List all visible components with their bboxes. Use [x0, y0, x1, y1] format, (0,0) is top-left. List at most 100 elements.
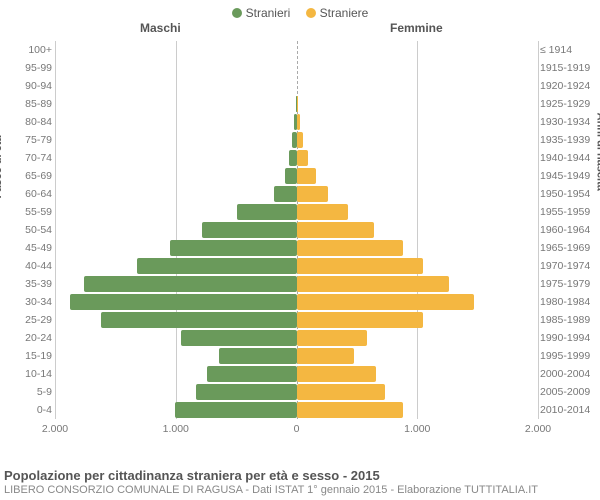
birth-year-label: 1990-1994 [540, 329, 600, 347]
age-label: 90-94 [2, 77, 52, 95]
pyramid-row: 20-241990-1994 [55, 329, 538, 347]
birth-year-label: 2000-2004 [540, 365, 600, 383]
age-label: 95-99 [2, 59, 52, 77]
age-label: 5-9 [2, 383, 52, 401]
pyramid-row: 15-191995-1999 [55, 347, 538, 365]
bar-female [297, 402, 403, 418]
birth-year-label: 1980-1984 [540, 293, 600, 311]
bar-female [297, 312, 424, 328]
age-label: 10-14 [2, 365, 52, 383]
bar-area [55, 366, 538, 382]
bar-male [285, 168, 296, 184]
age-label: 45-49 [2, 239, 52, 257]
birth-year-label: 1930-1934 [540, 113, 600, 131]
bar-area [55, 168, 538, 184]
age-label: 30-34 [2, 293, 52, 311]
bar-male [137, 258, 296, 274]
birth-year-label: 1920-1924 [540, 77, 600, 95]
bar-female [297, 168, 316, 184]
footer: Popolazione per cittadinanza straniera p… [4, 468, 600, 496]
bar-area [55, 348, 538, 364]
birth-year-label: 1935-1939 [540, 131, 600, 149]
bar-area [55, 186, 538, 202]
bar-male [274, 186, 297, 202]
bar-area [55, 60, 538, 76]
pyramid-row: 45-491965-1969 [55, 239, 538, 257]
pyramid-row: 100+≤ 1914 [55, 41, 538, 59]
age-label: 50-54 [2, 221, 52, 239]
bar-female [297, 348, 355, 364]
pyramid-row: 0-42010-2014 [55, 401, 538, 419]
pyramid-row: 65-691945-1949 [55, 167, 538, 185]
chart-source: LIBERO CONSORZIO COMUNALE DI RAGUSA - Da… [4, 484, 600, 496]
bar-male [175, 402, 297, 418]
birth-year-label: 1940-1944 [540, 149, 600, 167]
age-label: 35-39 [2, 275, 52, 293]
age-label: 75-79 [2, 131, 52, 149]
birth-year-label: 2005-2009 [540, 383, 600, 401]
legend-item-male: Stranieri [232, 6, 291, 20]
pyramid-row: 60-641950-1954 [55, 185, 538, 203]
pyramid-row: 35-391975-1979 [55, 275, 538, 293]
bar-area [55, 222, 538, 238]
birth-year-label: 1955-1959 [540, 203, 600, 221]
header-female: Femmine [390, 21, 443, 35]
pyramid-row: 10-142000-2004 [55, 365, 538, 383]
pyramid-row: 80-841930-1934 [55, 113, 538, 131]
chart-title: Popolazione per cittadinanza straniera p… [4, 468, 600, 483]
bar-male [207, 366, 296, 382]
bar-area [55, 204, 538, 220]
age-label: 100+ [2, 41, 52, 59]
legend-item-female: Straniere [306, 6, 369, 20]
birth-year-label: 1965-1969 [540, 239, 600, 257]
age-label: 15-19 [2, 347, 52, 365]
legend-swatch-male [232, 8, 242, 18]
legend-label-female: Straniere [320, 6, 369, 20]
age-label: 80-84 [2, 113, 52, 131]
age-label: 20-24 [2, 329, 52, 347]
birth-year-label: 1945-1949 [540, 167, 600, 185]
age-label: 70-74 [2, 149, 52, 167]
age-label: 65-69 [2, 167, 52, 185]
bar-male [101, 312, 297, 328]
bar-area [55, 132, 538, 148]
birth-year-label: 1970-1974 [540, 257, 600, 275]
legend-swatch-female [306, 8, 316, 18]
age-label: 0-4 [2, 401, 52, 419]
pyramid-row: 70-741940-1944 [55, 149, 538, 167]
birth-year-label: 1950-1954 [540, 185, 600, 203]
birth-year-label: 1925-1929 [540, 95, 600, 113]
bar-area [55, 78, 538, 94]
bar-male [237, 204, 296, 220]
bar-female [297, 204, 349, 220]
x-tick-label: 2.000 [42, 423, 68, 435]
pyramid-row: 5-92005-2009 [55, 383, 538, 401]
pyramid-row: 25-291985-1989 [55, 311, 538, 329]
x-tick-label: 1.000 [163, 423, 189, 435]
bar-male [181, 330, 297, 346]
birth-year-label: 1985-1989 [540, 311, 600, 329]
pyramid-row: 90-941920-1924 [55, 77, 538, 95]
bar-area [55, 114, 538, 130]
bar-female [297, 384, 385, 400]
bar-female [297, 258, 424, 274]
bar-female [297, 330, 367, 346]
bar-female [297, 150, 308, 166]
pyramid-row: 55-591955-1959 [55, 203, 538, 221]
bar-female [297, 222, 374, 238]
pyramid-row: 40-441970-1974 [55, 257, 538, 275]
bar-female [297, 240, 403, 256]
birth-year-label: 2010-2014 [540, 401, 600, 419]
plot-area: Fasce di età Anni di nascita 100+≤ 19149… [0, 41, 600, 419]
birth-year-label: 1995-1999 [540, 347, 600, 365]
bar-male [202, 222, 296, 238]
bar-area [55, 240, 538, 256]
x-tick-label: 1.000 [404, 423, 430, 435]
bar-male [170, 240, 297, 256]
bar-female [297, 294, 475, 310]
bar-male [84, 276, 297, 292]
birth-year-label: 1960-1964 [540, 221, 600, 239]
bar-area [55, 312, 538, 328]
bar-female [297, 114, 301, 130]
legend-label-male: Stranieri [246, 6, 291, 20]
